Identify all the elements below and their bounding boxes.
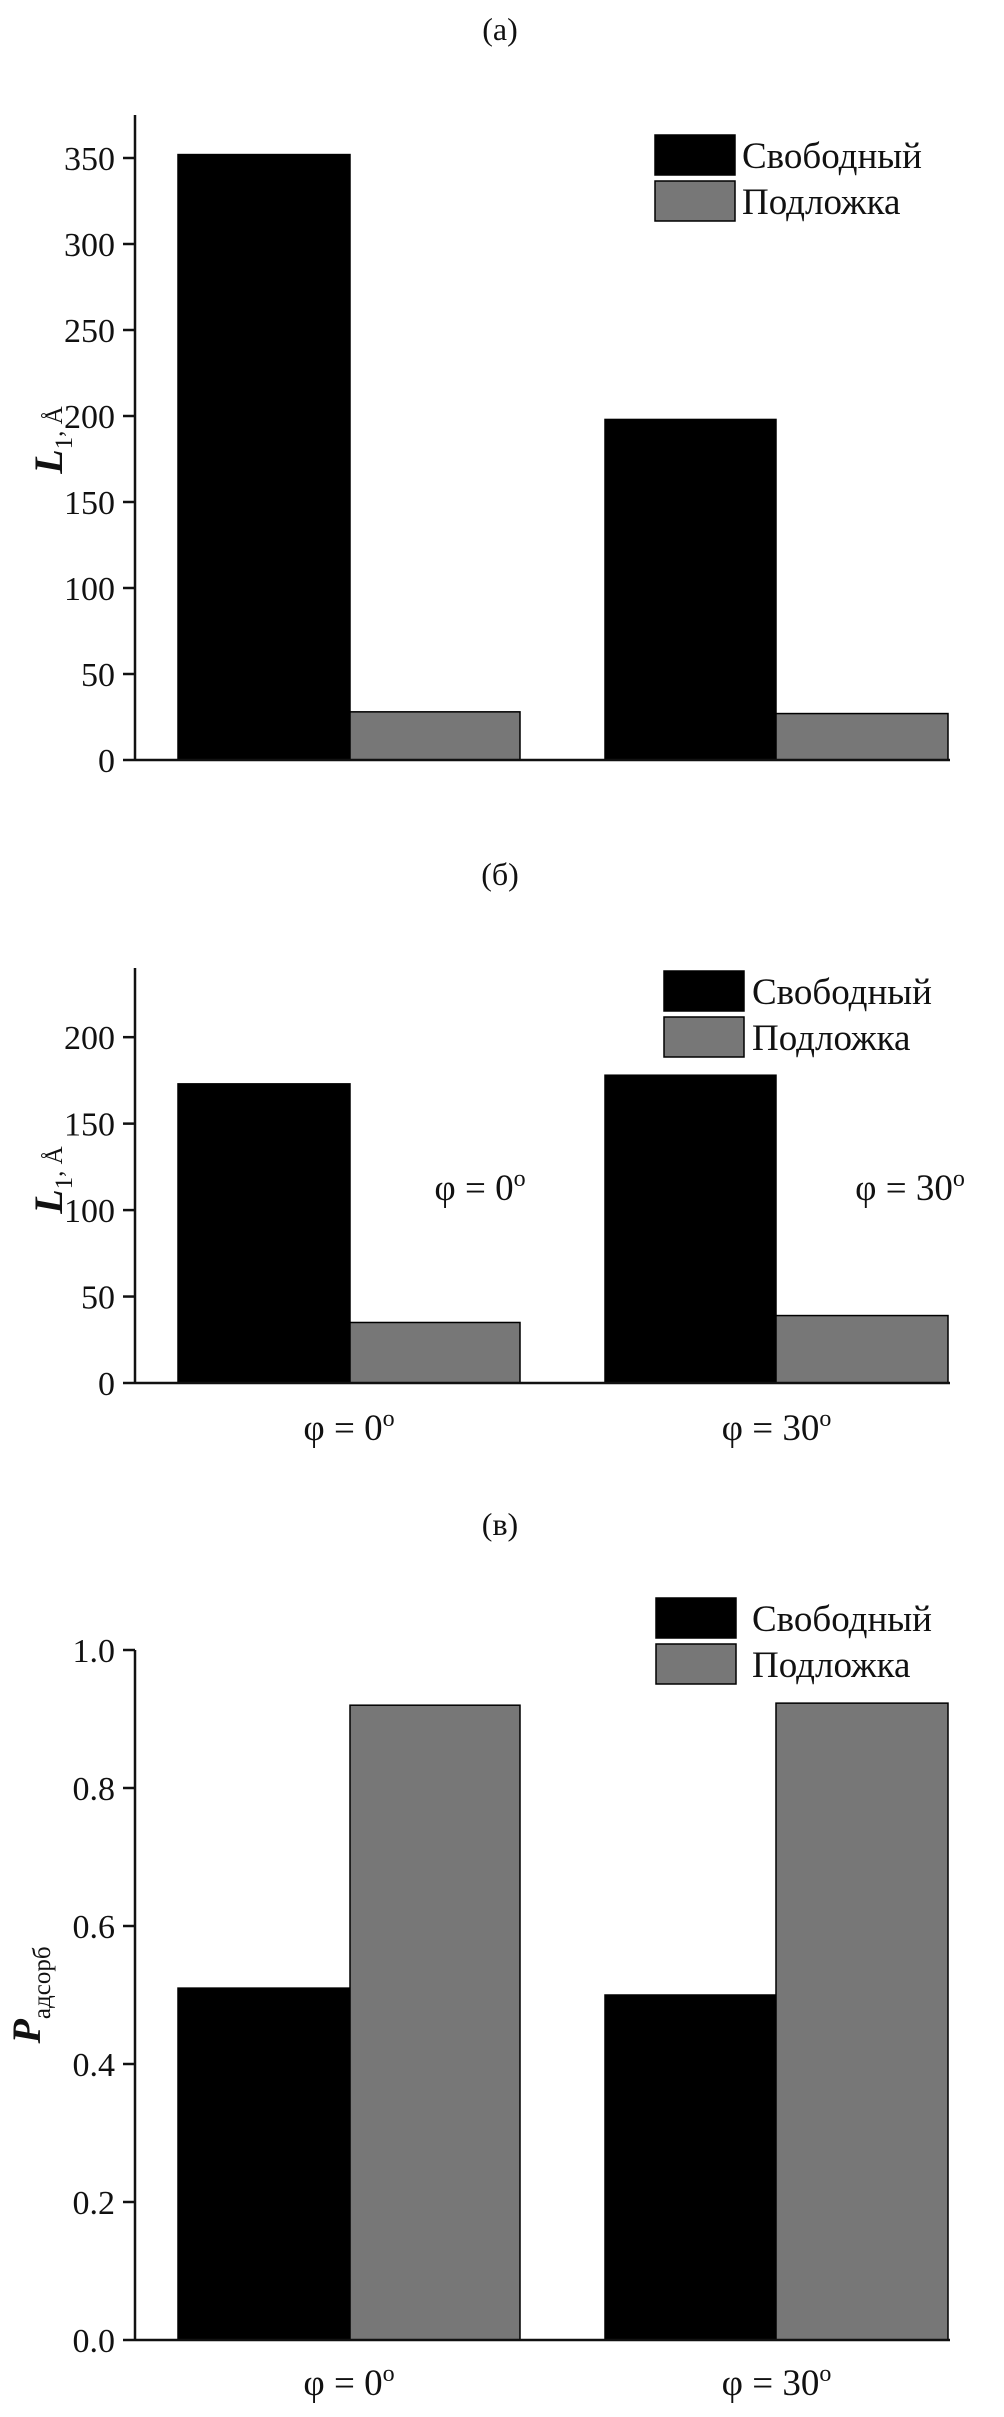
- category-label-2: φ = 30o: [722, 1406, 832, 1449]
- y-tick-label: 0: [98, 743, 115, 780]
- y-axis-label-rest: , Å: [41, 406, 68, 437]
- y-axis-label-sub: 1: [51, 1177, 78, 1190]
- y-axis-label: Pадсорб: [4, 1946, 56, 2044]
- category-label-1: φ = 0o: [303, 1406, 394, 1449]
- bar-substrate-2: [775, 1314, 949, 1384]
- y-axis-label-sub: 1: [51, 437, 78, 450]
- y-axis-label-sub: адсорб: [29, 1946, 56, 2019]
- annotation-2: φ = 30o: [855, 1166, 965, 1209]
- y-tick-label: 0.4: [73, 2047, 116, 2084]
- y-tick-label: 50: [81, 1280, 115, 1317]
- y-tick-label: 0.8: [73, 1771, 116, 1808]
- bar-substrate-1: [349, 1321, 521, 1384]
- y-tick-label: 150: [64, 1107, 115, 1144]
- y-axis-label-rest: , Å: [41, 1146, 68, 1177]
- panel-label: (в): [482, 1506, 518, 1542]
- y-tick-label: 350: [64, 141, 115, 178]
- chart-panel-2: (б) 0 50 100 150 200 L1, Å Свободный Подложка φ =…: [26, 856, 965, 1449]
- y-tick-label: 200: [64, 399, 115, 436]
- y-tick-label: 200: [64, 1020, 115, 1057]
- legend-swatch-2: [655, 1643, 737, 1685]
- bar-substrate-2: [775, 712, 949, 761]
- y-tick-label: 0: [98, 1366, 115, 1403]
- category-label-2: φ = 30o: [722, 2361, 832, 2404]
- y-tick-label: 300: [64, 227, 115, 264]
- legend-label-1: Свободный: [742, 136, 922, 177]
- chart-panel-1: (а) 0 50 100 150 200 250 300 350 L1, Å Свободный По…: [26, 11, 950, 780]
- y-tick-label: 1.0: [73, 1633, 116, 1670]
- category-label-1: φ = 0o: [303, 2361, 394, 2404]
- y-axis-label: L1, Å: [26, 1146, 78, 1215]
- bar-free-1: [177, 1083, 351, 1384]
- y-tick-label: 0.0: [73, 2323, 116, 2360]
- y-tick-label: 250: [64, 313, 115, 350]
- legend-label-2: Подложка: [752, 1645, 910, 1686]
- legend-label-2: Подложка: [742, 182, 900, 223]
- bar-free-1: [177, 1987, 351, 2341]
- y-tick-label: 100: [64, 1193, 115, 1230]
- y-axis-label: L1, Å: [26, 406, 78, 475]
- y-axis-label-main: P: [4, 2019, 49, 2045]
- bar-substrate-1: [349, 1704, 521, 2341]
- bar-free-2: [604, 1074, 777, 1384]
- annotation-1: φ = 0o: [434, 1166, 525, 1209]
- y-tick-label: 150: [64, 485, 115, 522]
- bar-free-2: [604, 1994, 777, 2341]
- y-tick-label: 0.6: [73, 1909, 116, 1946]
- legend-swatch-1: [663, 970, 745, 1012]
- y-tick-label: 50: [81, 657, 115, 694]
- y-axis-label-main: L: [26, 1189, 71, 1214]
- panel-label: (а): [482, 11, 518, 47]
- chart-panel-3: (в) 0.0 0.2 0.4 0.6 0.8 1.0 Pадсорб Свободный Под…: [4, 1506, 950, 2404]
- bar-substrate-1: [349, 711, 521, 761]
- bar-free-1: [177, 153, 351, 761]
- legend-swatch-2: [663, 1016, 745, 1058]
- legend-swatch-1: [654, 134, 736, 176]
- bar-substrate-2: [775, 1702, 949, 2341]
- y-tick-label: 0.2: [73, 2185, 116, 2222]
- y-axis-label-main: L: [26, 449, 71, 474]
- panel-label: (б): [481, 856, 519, 892]
- y-tick-label: 100: [64, 571, 115, 608]
- legend-label-2: Подложка: [752, 1018, 910, 1059]
- legend-swatch-1: [655, 1597, 737, 1639]
- legend-swatch-2: [654, 180, 736, 222]
- bar-free-2: [604, 418, 777, 761]
- legend-label-1: Свободный: [752, 1599, 932, 1640]
- legend-label-1: Свободный: [752, 972, 932, 1013]
